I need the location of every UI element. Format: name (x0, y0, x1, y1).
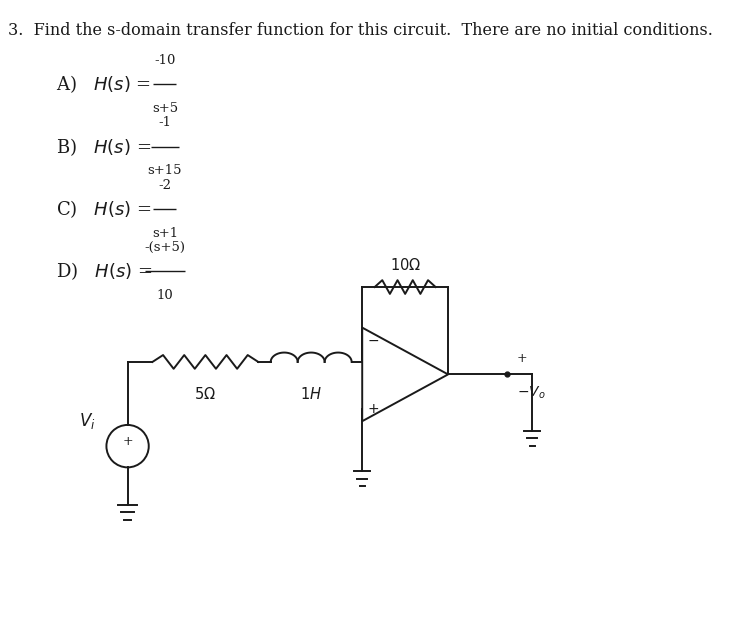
Text: -(s+5): -(s+5) (144, 241, 186, 254)
Text: s+15: s+15 (147, 164, 182, 177)
Text: +: + (517, 353, 527, 365)
Text: s+5: s+5 (152, 102, 178, 115)
Text: -2: -2 (159, 178, 171, 192)
Text: D)   $H(s)$ =: D) $H(s)$ = (56, 260, 153, 283)
Text: $-$: $-$ (367, 333, 380, 347)
Text: B)   $H(s)$ =: B) $H(s)$ = (56, 135, 151, 158)
Text: -10: -10 (154, 54, 176, 67)
Text: $10\Omega$: $10\Omega$ (390, 257, 420, 273)
Text: +: + (123, 436, 133, 448)
Text: $+$: $+$ (367, 402, 380, 416)
Text: C)   $H(s)$ =: C) $H(s)$ = (56, 198, 152, 220)
Text: $1H$: $1H$ (300, 386, 322, 402)
Text: s+1: s+1 (152, 227, 178, 240)
Text: $5\Omega$: $5\Omega$ (195, 386, 217, 402)
Text: $- V_o$: $- V_o$ (517, 385, 545, 401)
Text: 3.  Find the s-domain transfer function for this circuit.  There are no initial : 3. Find the s-domain transfer function f… (8, 22, 713, 39)
Text: $V_i$: $V_i$ (79, 411, 96, 431)
Text: A)   $H(s)$ =: A) $H(s)$ = (56, 73, 151, 95)
Text: 10: 10 (156, 289, 173, 302)
Text: -1: -1 (159, 116, 171, 129)
